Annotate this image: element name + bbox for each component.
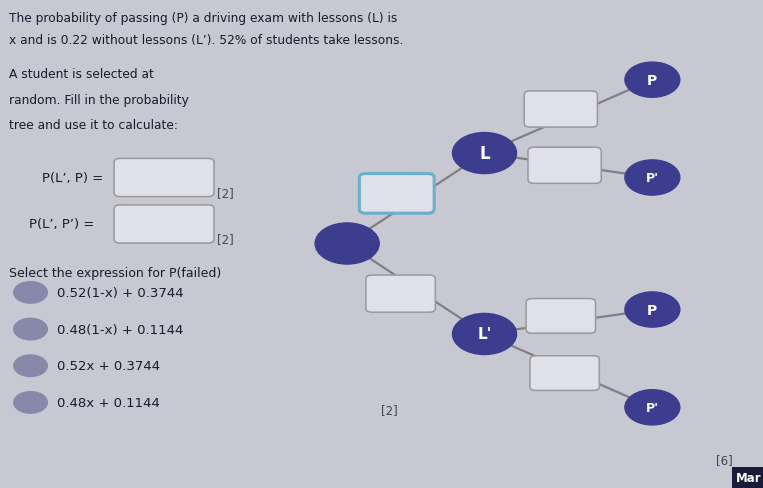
Text: A student is selected at: A student is selected at xyxy=(9,68,154,81)
Circle shape xyxy=(14,355,47,377)
Text: L: L xyxy=(479,145,490,163)
FancyBboxPatch shape xyxy=(114,159,214,197)
Text: [2]: [2] xyxy=(217,186,234,199)
Text: P': P' xyxy=(645,401,659,414)
Circle shape xyxy=(625,161,680,196)
Circle shape xyxy=(452,314,517,355)
Circle shape xyxy=(452,133,517,174)
Circle shape xyxy=(625,390,680,425)
Circle shape xyxy=(625,292,680,327)
Text: random. Fill in the probability: random. Fill in the probability xyxy=(9,94,189,107)
FancyBboxPatch shape xyxy=(528,148,601,184)
Circle shape xyxy=(625,63,680,98)
Text: The probability of passing (P) a driving exam with lessons (L) is: The probability of passing (P) a driving… xyxy=(9,12,398,25)
Text: P: P xyxy=(647,74,658,87)
Circle shape xyxy=(14,282,47,304)
FancyBboxPatch shape xyxy=(530,356,600,390)
Text: [2]: [2] xyxy=(382,404,398,416)
Text: 0.48(1-x) + 0.1144: 0.48(1-x) + 0.1144 xyxy=(57,323,184,336)
Text: x and is 0.22 without lessons (L’). 52% of students take lessons.: x and is 0.22 without lessons (L’). 52% … xyxy=(9,34,404,47)
FancyBboxPatch shape xyxy=(359,174,434,214)
Text: Mar: Mar xyxy=(736,471,761,484)
Text: P: P xyxy=(647,303,658,317)
Text: P(L’, P) =: P(L’, P) = xyxy=(42,172,108,184)
Text: P(L’, P’) =: P(L’, P’) = xyxy=(29,218,98,231)
FancyBboxPatch shape xyxy=(526,299,595,334)
Circle shape xyxy=(14,392,47,413)
Text: [2]: [2] xyxy=(217,233,234,245)
Circle shape xyxy=(315,224,379,264)
FancyBboxPatch shape xyxy=(524,92,597,128)
Text: Select the expression for P(failed): Select the expression for P(failed) xyxy=(9,266,221,279)
Text: 0.52x + 0.3744: 0.52x + 0.3744 xyxy=(57,360,160,372)
Text: P': P' xyxy=(645,172,659,184)
Circle shape xyxy=(14,319,47,340)
Text: L': L' xyxy=(478,327,491,342)
Text: [6]: [6] xyxy=(716,453,732,466)
Text: 0.52(1-x) + 0.3744: 0.52(1-x) + 0.3744 xyxy=(57,286,184,299)
FancyBboxPatch shape xyxy=(366,276,435,313)
Text: tree and use it to calculate:: tree and use it to calculate: xyxy=(9,119,178,132)
FancyBboxPatch shape xyxy=(114,205,214,244)
Text: 0.48x + 0.1144: 0.48x + 0.1144 xyxy=(57,396,160,409)
